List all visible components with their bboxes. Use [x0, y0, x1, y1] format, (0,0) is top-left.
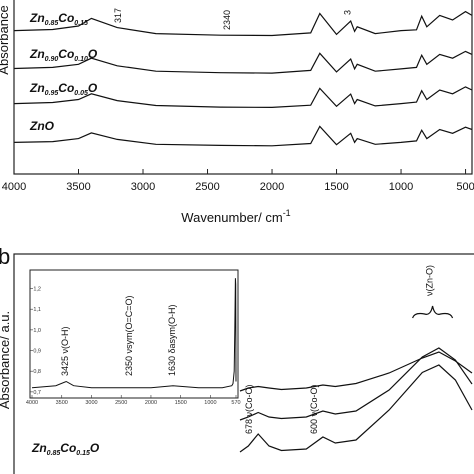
panel-b-frame: [13, 253, 474, 474]
panel-a-series-label-0-sub2: 0.15: [74, 20, 88, 27]
inset-y-tick-label-0: 1,2: [33, 287, 41, 293]
inset-annotation-1: 2350 νsym(O=C=O): [124, 295, 134, 376]
panel-a-series-label-2-el3: O: [88, 81, 98, 95]
inset-frame: [29, 269, 239, 399]
inset-x-tick-label-4: 2000: [145, 400, 157, 406]
panel-a-series-group: Zn0.85Co0.15Zn0.90Co0.10OZn0.95Co0.05OZn…: [13, 10, 473, 147]
panel-a-annotation-2: 3: [343, 10, 353, 15]
inset-ticks: 4000 3500 3000 2500 2000 1500 1000 570 1,2 1,1 1,0…: [26, 287, 241, 406]
panel-a-series-label-2-sub1: 0.95: [45, 90, 59, 97]
inset-x-tick-label-1: 3500: [56, 400, 68, 406]
panel-a-series-label-3-el1: Zn: [29, 119, 45, 133]
inset-y-tick-label-2: 1,0: [33, 328, 41, 334]
panel-b-sample-label: Zn0.85Co0.15O: [31, 441, 100, 457]
panel-a-annotations: 317 2340 3: [113, 8, 353, 30]
panel-a-tick-label-7: 500: [456, 181, 474, 193]
panel-a: Zn0.85Co0.15Zn0.90Co0.10OZn0.95Co0.05OZn…: [0, 0, 474, 225]
inset-x-tick-label-6: 1000: [204, 400, 216, 406]
panel-b-series-line-2: [239, 351, 473, 392]
panel-b: b Zn0.85Co0.15O Absorbance/ a.u. 678 ν(C…: [0, 244, 474, 474]
inset-series-group: [31, 278, 237, 389]
panel-b-sample-label-el1: Zn: [31, 441, 47, 455]
panel-a-tick-label-0: 4000: [2, 181, 26, 193]
inset-y-tick-label-5: 0,7: [33, 390, 41, 396]
panel-b-sample-label-sub2: 0.15: [76, 450, 90, 457]
panel-a-series-line-2: [13, 86, 473, 109]
panel-a-series-label-0-el2: Co: [58, 11, 74, 25]
panel-b-series-line-1: [239, 347, 473, 421]
panel-a-series-label-1-sub2: 0.10: [74, 56, 88, 63]
panel-a-series-label-1-el3: O: [88, 47, 98, 61]
inset-y-tick-label-4: 0,8: [33, 369, 41, 375]
panel-a-y-axis-label: Absorbance: [0, 5, 11, 74]
panel-a-series-label-1: Zn0.90Co0.10O: [29, 47, 98, 63]
panel-a-series-label-2-el1: Zn: [29, 81, 45, 95]
panel-b-sample-label-sub1: 0.85: [47, 450, 61, 457]
inset-x-tick-label-3: 2500: [115, 400, 127, 406]
panel-b-series-group: Zn0.85Co0.15O: [31, 347, 473, 457]
panel-a-frame: [13, 0, 473, 175]
panel-a-series-label-0-sub1: 0.85: [45, 20, 59, 27]
inset-x-tick-label-2: 3000: [85, 400, 97, 406]
panel-b-letter: b: [0, 244, 10, 269]
panel-b-annotations: 678 ν(Co-O) 600 ν(Co-O) ν(Zn-O): [244, 265, 454, 434]
panel-a-series-label-0-el1: Zn: [29, 11, 45, 25]
inset-y-tick-label-1: 1,1: [33, 307, 41, 313]
panel-a-series-label-1-el2: Co: [58, 47, 74, 61]
inset-x-tick-label-5: 1500: [175, 400, 187, 406]
panel-a-annotation-0: 317: [113, 8, 123, 23]
panel-b-series-line-0: [239, 364, 473, 453]
panel-a-tick-label-3: 2500: [195, 181, 219, 193]
panel-b-y-axis-label: Absorbance/ a.u.: [0, 311, 12, 409]
panel-a-series-label-3: ZnO: [29, 119, 55, 133]
panel-a-series-label-3-el3: O: [45, 119, 55, 133]
panel-b-zn-o-bracket: [412, 305, 454, 319]
panel-b-sample-label-el2: Co: [60, 441, 76, 455]
panel-a-tick-label-6: 1000: [389, 181, 413, 193]
panel-a-series-label-2-sub2: 0.05: [74, 90, 88, 97]
inset-x-tick-label-7: 570: [231, 400, 240, 406]
panel-a-series-line-1: [13, 50, 473, 74]
inset-annotation-0: 3425 ν(O-H): [60, 326, 70, 376]
panel-a-series-line-3: [13, 125, 473, 147]
panel-b-sample-label-el3: O: [90, 441, 100, 455]
inset-y-tick-label-3: 0,9: [33, 349, 41, 355]
panel-a-tick-label-5: 1500: [324, 181, 348, 193]
panel-a-series-label-1-sub1: 0.90: [45, 56, 59, 63]
panel-a-x-axis-label: Wavenumber/ cm-1: [181, 208, 290, 225]
inset-x-tick-label-0: 4000: [26, 400, 38, 406]
panel-a-series-label-0: Zn0.85Co0.15: [29, 11, 88, 27]
panel-a-tick-label-2: 3000: [131, 181, 155, 193]
panel-b-annotation-1: 600 ν(Co-O): [309, 384, 319, 434]
panel-b-annotation-0: 678 ν(Co-O): [244, 384, 254, 434]
panel-a-x-axis-label-text: Wavenumber/ cm: [181, 210, 282, 225]
inset-series-line: [31, 278, 237, 389]
panel-a-tick-label-1: 3500: [66, 181, 90, 193]
panel-a-x-ticks: 4000 3500 3000 2500 2000 1500 1000 500: [2, 169, 474, 193]
inset: 4000 3500 3000 2500 2000 1500 1000 570 1,2 1,1 1,0…: [26, 269, 241, 406]
panel-a-series-label-2-el2: Co: [58, 81, 74, 95]
panel-a-annotation-1: 2340: [222, 10, 232, 30]
panel-a-tick-label-4: 2000: [260, 181, 284, 193]
inset-annotations: 3425 ν(O-H) 2350 νsym(O=C=O) 1630 δasym(O-…: [60, 295, 177, 376]
panel-a-series-label-1-el1: Zn: [29, 47, 45, 61]
panel-a-series-label-2: Zn0.95Co0.05O: [29, 81, 98, 97]
panel-a-series-line-0: [13, 10, 473, 37]
inset-annotation-2: 1630 δasym(O-H): [167, 304, 177, 376]
panel-b-annotation-2: ν(Zn-O): [425, 265, 435, 296]
panel-a-x-axis-label-sup: -1: [283, 208, 291, 218]
